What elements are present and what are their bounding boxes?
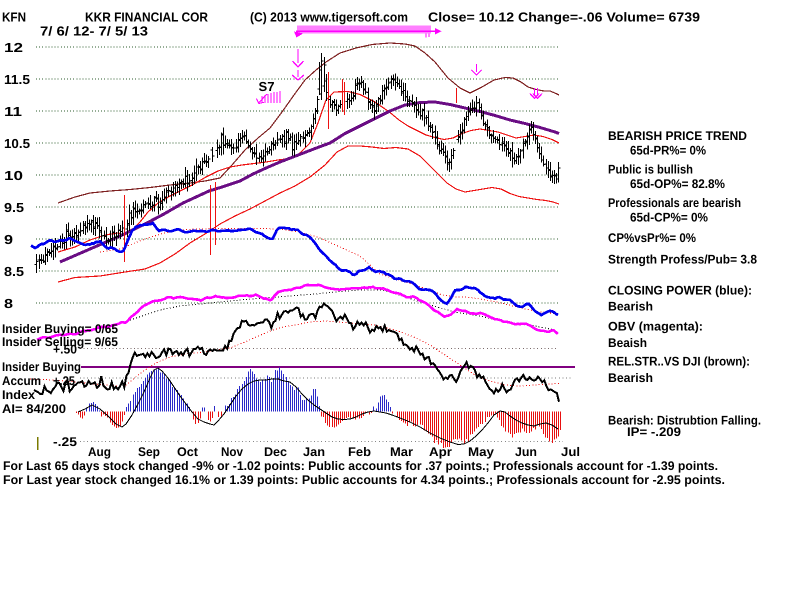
svg-text:65d-CP%= 0%: 65d-CP%= 0% [630,211,708,225]
svg-text:Jan: Jan [303,445,325,459]
svg-text:(C) 2013 www.tigersoft.com: (C) 2013 www.tigersoft.com [250,10,408,25]
svg-text:BEARISH PRICE TREND: BEARISH PRICE TREND [608,129,747,143]
svg-text:Insider Selling= 9/65: Insider Selling= 9/65 [2,335,118,349]
svg-text:Bearish: Bearish [608,371,653,385]
svg-text:Apr: Apr [429,445,452,459]
svg-text:Dec: Dec [264,445,287,459]
svg-text:Jul: Jul [561,445,580,459]
svg-text:11: 11 [4,104,22,119]
svg-text:AI= 84/200: AI= 84/200 [2,402,66,416]
svg-text:KKR FINANCIAL COR: KKR FINANCIAL COR [85,10,209,25]
svg-text:For Last 65 days stock changed: For Last 65 days stock changed -9% or -1… [3,459,718,473]
svg-text:65d-PR%= 0%: 65d-PR%= 0% [630,144,706,158]
svg-text:Accum: Accum [2,374,41,388]
svg-text:Close= 10.12 Change=-.06 Vol: Close= 10.12 Change=-.06 Volume= 6739 [428,10,700,25]
svg-text:CLOSING POWER (blue):: CLOSING POWER (blue): [608,284,752,298]
svg-text:Mar: Mar [390,445,413,459]
svg-text:For Last year stock changed 1: For Last year stock changed 16.1% or 1.3… [3,473,725,487]
svg-text:REL.STR..VS DJI (brown):: REL.STR..VS DJI (brown): [608,355,750,369]
svg-text:Aug: Aug [88,445,111,459]
svg-text:Bearish: Bearish [608,300,653,314]
svg-text:65d-OP%= 82.8%: 65d-OP%= 82.8% [630,177,725,191]
svg-text:Feb: Feb [348,445,371,459]
svg-text:Jun: Jun [515,445,537,459]
svg-text:10.5: 10.5 [4,136,30,151]
svg-text:Public is bullish: Public is bullish [608,163,693,177]
svg-text:10: 10 [4,168,23,183]
svg-text:Bearish: Distrubtion Falling.: Bearish: Distrubtion Falling. [608,414,761,428]
svg-text:OBV (magenta):: OBV (magenta): [608,320,703,334]
svg-text:Oct: Oct [177,445,199,459]
svg-text:CP%vsPr%= 0%: CP%vsPr%= 0% [608,231,696,245]
svg-text:Nov: Nov [221,445,243,459]
svg-text:+.50: +.50 [53,343,77,357]
svg-text:Insider Buying= 0/65: Insider Buying= 0/65 [2,322,118,336]
svg-text:Strength Profess/Pub= 3.8: Strength Profess/Pub= 3.8 [608,253,757,267]
svg-text:S7: S7 [259,79,275,94]
svg-text:+.25: +.25 [53,374,75,388]
svg-text:KFN: KFN [2,10,26,25]
svg-text:IP= -.209: IP= -.209 [627,425,681,439]
svg-text:Index: Index [2,388,35,402]
svg-text:11.5: 11.5 [4,72,30,87]
svg-text:Beaish: Beaish [608,336,647,350]
svg-text:Professionals are bearish: Professionals are bearish [608,196,741,210]
svg-text:Sep: Sep [138,445,160,459]
svg-text:9: 9 [4,232,13,247]
svg-text:Insider Buying: Insider Buying [2,360,81,374]
svg-text:8: 8 [4,296,13,311]
svg-text:12: 12 [4,40,23,55]
svg-text:8.5: 8.5 [4,264,24,279]
svg-text:-.25: -.25 [53,435,77,449]
svg-text:9.5: 9.5 [4,200,24,215]
svg-text:May: May [468,445,494,459]
svg-text:7/ 6/ 12- 7/ 5/ 13: 7/ 6/ 12- 7/ 5/ 13 [40,24,148,39]
